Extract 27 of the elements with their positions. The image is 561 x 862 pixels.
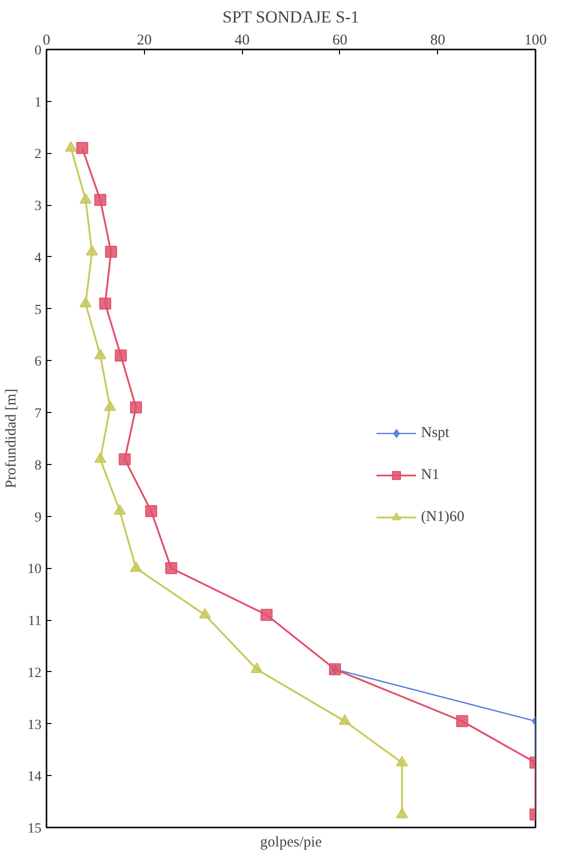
y-tick-label: 15 — [28, 822, 42, 836]
x-tick-label: 100 — [524, 32, 547, 48]
y-tick-label: 4 — [34, 250, 42, 266]
legend-label: Nspt — [421, 424, 450, 442]
x-tick-label: 40 — [234, 32, 250, 48]
y-tick-label: 8 — [34, 458, 42, 474]
y-tick-label: 11 — [28, 614, 42, 630]
y-tick-label: 3 — [34, 199, 42, 214]
legend-label: N1 — [421, 466, 440, 484]
x-tick-label: 60 — [332, 32, 348, 48]
chart-title: SPT SONDAJE S-1 — [222, 8, 360, 26]
x-tick-label: 80 — [430, 32, 446, 48]
x-axis-title: golpes/pie — [260, 834, 322, 850]
y-tick-label: 2 — [34, 147, 42, 162]
y-tick-label: 12 — [28, 666, 42, 681]
y-tick-label: 13 — [28, 718, 42, 733]
y-tick-label: 0 — [34, 44, 42, 58]
legend-label: (N1)60 — [421, 508, 464, 526]
y-tick-label: 14 — [28, 770, 42, 785]
y-axis-title: Profundidad [m] — [4, 388, 20, 488]
y-tick-label: 5 — [34, 302, 42, 318]
x-tick-label: 20 — [136, 32, 152, 48]
y-tick-label: 10 — [28, 562, 42, 578]
y-tick-label: 7 — [34, 406, 42, 422]
y-tick-label: 6 — [34, 354, 42, 370]
y-tick-label: 1 — [34, 95, 42, 110]
y-tick-label: 9 — [34, 510, 42, 526]
